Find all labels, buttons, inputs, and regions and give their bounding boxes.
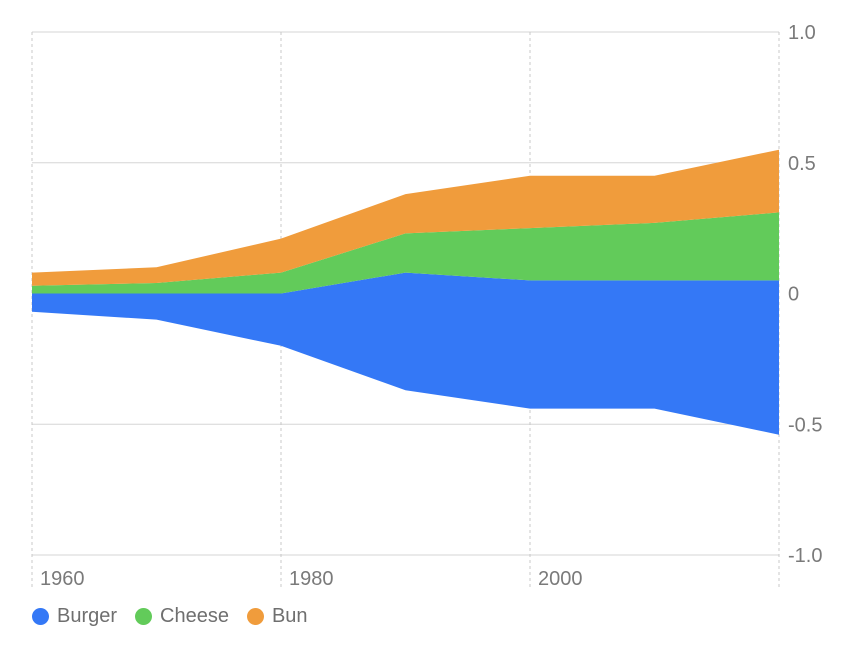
y-tick-label: -1.0 <box>788 545 822 567</box>
x-tick-label: 1960 <box>40 568 85 590</box>
legend-label: Bun <box>271 605 308 627</box>
y-tick-label: 0 <box>788 284 799 306</box>
x-axis: 1960 1980 2000 <box>40 568 583 590</box>
legend-swatch <box>246 608 264 625</box>
y-tick-label: -0.5 <box>788 414 822 436</box>
area-cheese <box>32 212 779 294</box>
legend-label: Cheese <box>160 605 229 627</box>
y-tick-label: 0.5 <box>788 153 816 175</box>
area-bun <box>32 149 779 286</box>
legend-swatch <box>32 608 49 625</box>
x-tick-label: 2000 <box>538 568 583 590</box>
legend-label: Burger <box>57 605 118 627</box>
legend-item-bun: Bun <box>246 605 308 628</box>
x-tick-label: 1980 <box>289 568 334 590</box>
area-burger <box>32 272 779 435</box>
area-series-group <box>32 149 779 435</box>
legend-swatch <box>135 608 153 625</box>
y-axis: 1.0 0.5 0 -0.5 -1.0 <box>788 22 822 567</box>
y-tick-label: 1.0 <box>788 22 816 44</box>
legend-item-burger: Burger <box>32 605 117 628</box>
legend: Burger Cheese Bun <box>32 605 308 628</box>
legend-item-cheese: Cheese <box>135 605 229 628</box>
